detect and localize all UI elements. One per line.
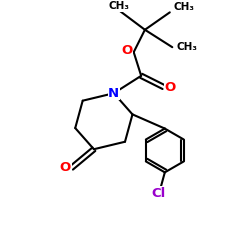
Text: O: O [164,80,175,94]
Text: O: O [121,44,132,58]
Text: Cl: Cl [152,187,166,200]
Text: CH₃: CH₃ [174,2,195,12]
Text: CH₃: CH₃ [176,42,197,52]
Text: CH₃: CH₃ [108,1,129,11]
Text: O: O [60,162,71,174]
Text: N: N [108,87,119,100]
